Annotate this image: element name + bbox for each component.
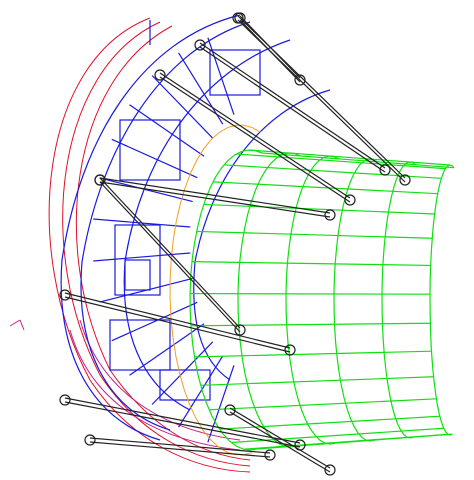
- strut: [64, 401, 301, 448]
- rim: [123, 39, 291, 411]
- cone-ring: [237, 152, 301, 448]
- cone-line: [196, 230, 433, 239]
- cone-line: [219, 415, 440, 430]
- box: [114, 224, 161, 296]
- strut: [199, 42, 386, 169]
- cone-line: [261, 152, 455, 169]
- frame-line: [99, 177, 193, 203]
- joint: [399, 174, 411, 186]
- cone-line: [200, 376, 434, 386]
- frame-line: [207, 37, 235, 115]
- strut: [239, 19, 301, 83]
- frame-line: [111, 138, 198, 179]
- seam: [169, 124, 261, 456]
- strut: [159, 76, 351, 203]
- box: [209, 49, 261, 96]
- frame-line: [99, 277, 193, 303]
- joint: [94, 174, 106, 186]
- strut: [99, 177, 241, 329]
- box: [119, 119, 181, 181]
- strut: [239, 15, 301, 79]
- cone-line: [190, 292, 431, 295]
- frame-line: [151, 75, 214, 139]
- cone-ring: [381, 161, 416, 439]
- joint: [84, 434, 96, 446]
- outer-arcs: [9, 17, 251, 473]
- frame-line: [129, 104, 205, 157]
- strut: [89, 441, 271, 458]
- cone-line: [248, 149, 450, 166]
- cone-line: [212, 181, 438, 195]
- cone-ring: [333, 158, 378, 442]
- joint: [284, 344, 296, 356]
- joint: [264, 449, 276, 461]
- strut: [159, 72, 351, 199]
- box: [109, 319, 171, 371]
- frame-line: [178, 355, 224, 428]
- strut: [64, 397, 301, 444]
- cone-line: [191, 260, 431, 267]
- cone-line: [236, 153, 446, 170]
- frame-line: [111, 301, 198, 342]
- strut: [64, 296, 291, 353]
- joint: [59, 289, 71, 301]
- arc: [69, 329, 241, 451]
- rim: [193, 89, 331, 381]
- joint: [59, 394, 71, 406]
- joint: [324, 209, 336, 221]
- frame: [60, 14, 331, 441]
- cone-ring: [189, 149, 263, 451]
- joint: [379, 164, 391, 176]
- cone-line: [209, 398, 437, 411]
- strut: [199, 46, 386, 173]
- axis-mark: [9, 319, 25, 331]
- strut: [99, 181, 241, 333]
- strut: [229, 411, 331, 473]
- strut: [89, 437, 271, 454]
- rim: [60, 14, 241, 441]
- joint: [194, 39, 206, 51]
- strut: [99, 181, 331, 218]
- cone-line: [223, 164, 442, 179]
- rim: [80, 21, 251, 431]
- generated: [59, 12, 455, 476]
- joint: [324, 464, 336, 476]
- strut: [229, 407, 331, 469]
- strut: [64, 292, 291, 349]
- joint: [234, 12, 246, 24]
- cone-line: [190, 322, 431, 327]
- frame-line: [151, 341, 214, 405]
- arc: [75, 25, 251, 461]
- joint: [344, 194, 356, 206]
- frame-line: [178, 52, 224, 125]
- box: [124, 259, 151, 291]
- joint: [154, 69, 166, 81]
- frame-line: [207, 365, 235, 443]
- joint: [234, 324, 246, 336]
- cone-line: [194, 350, 432, 358]
- arc: [48, 17, 251, 473]
- cone-ring: [285, 155, 339, 445]
- cone-ring: [429, 164, 455, 436]
- joint: [294, 74, 306, 86]
- cone-line: [203, 203, 435, 215]
- frame-line: [93, 252, 191, 262]
- joint: [224, 404, 236, 416]
- strut: [99, 177, 331, 214]
